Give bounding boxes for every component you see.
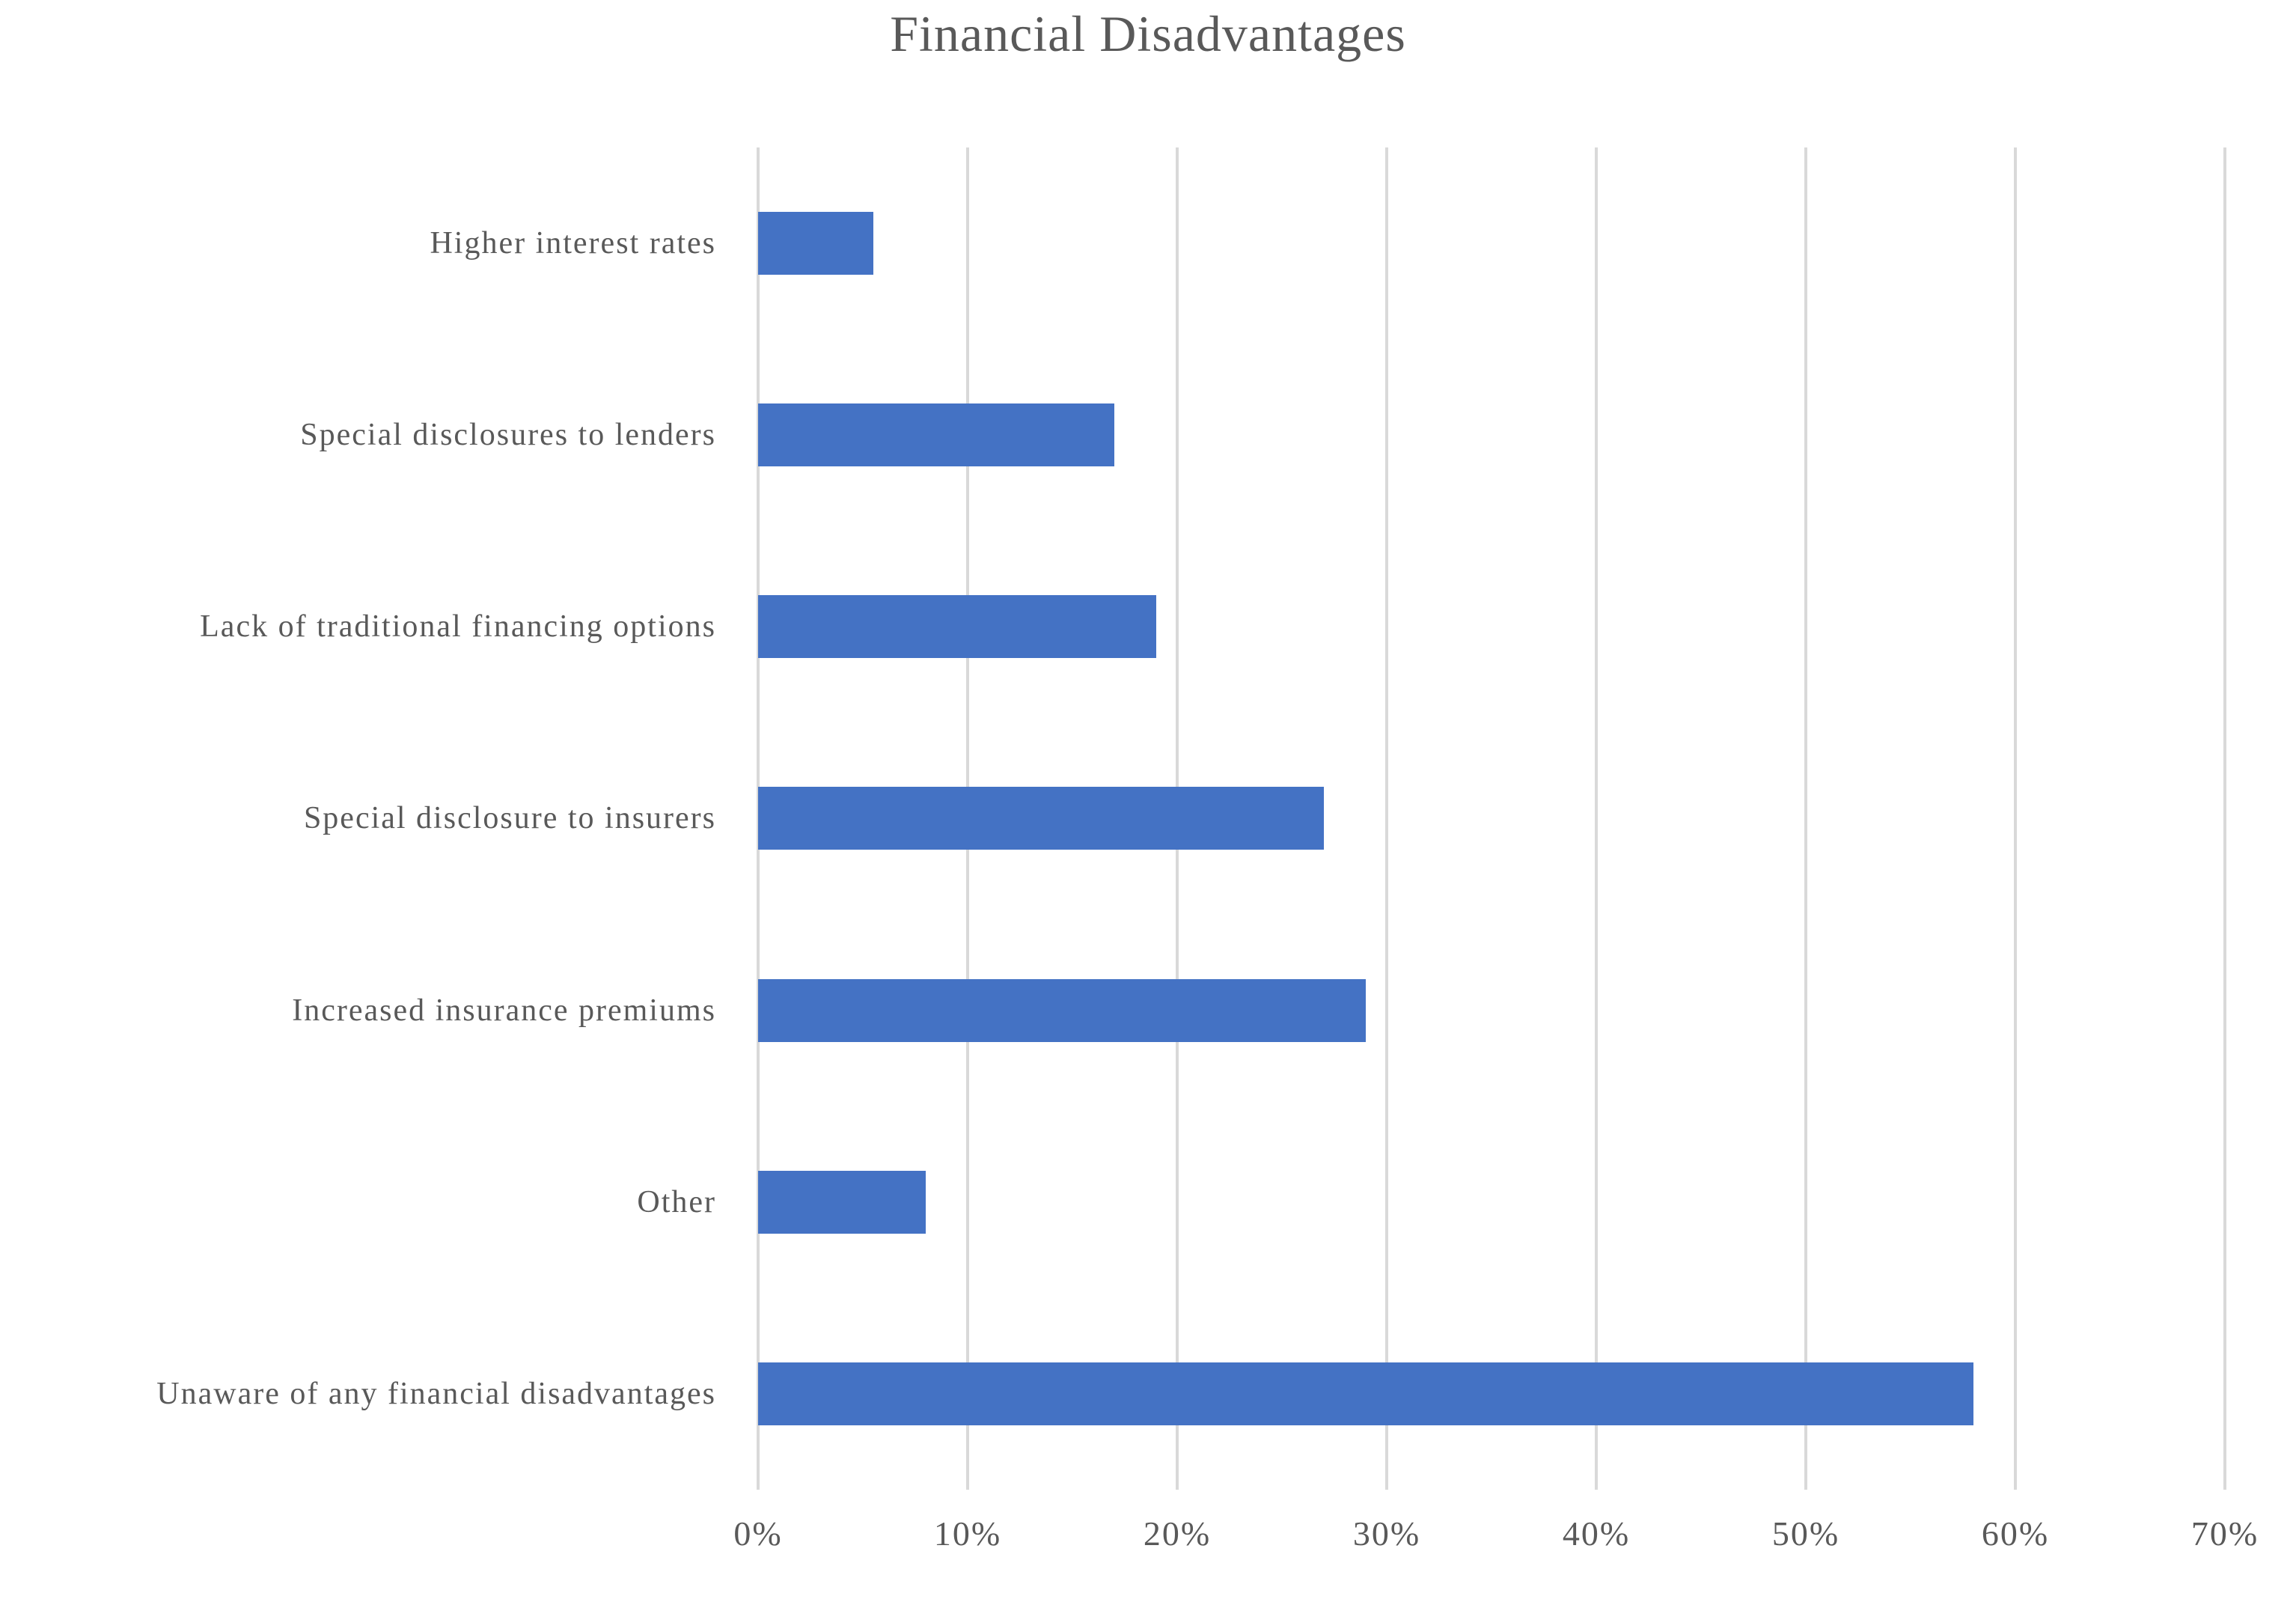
category-label-special-disclosure-to-insurers: Special disclosure to insurers bbox=[303, 801, 716, 836]
x-tick-label-70pct: 70% bbox=[2190, 1514, 2259, 1553]
bar-row bbox=[758, 722, 2225, 914]
x-tick-label-50pct: 50% bbox=[1771, 1514, 1840, 1553]
bar-row bbox=[758, 915, 2225, 1106]
category-row: Higher interest rates bbox=[0, 147, 737, 339]
gridline-30pct bbox=[1384, 147, 1388, 1490]
bar-row bbox=[758, 339, 2225, 531]
plot-area bbox=[757, 147, 2226, 1490]
bar-series bbox=[758, 147, 2225, 1490]
bar-unaware-of-any-financial-disadvantages bbox=[758, 1362, 1973, 1425]
x-tick-label-30pct: 30% bbox=[1352, 1514, 1421, 1553]
bar-special-disclosure-to-insurers bbox=[758, 787, 1324, 850]
category-label-other: Other bbox=[637, 1184, 716, 1219]
category-label-higher-interest-rates: Higher interest rates bbox=[430, 226, 716, 261]
category-label-unaware-of-any-financial-disadvantages: Unaware of any financial disadvantages bbox=[156, 1376, 716, 1411]
bar-row bbox=[758, 1298, 2225, 1490]
chart-title: Financial Disadvantages bbox=[890, 5, 1406, 62]
x-tick-label-60pct: 60% bbox=[1981, 1514, 2050, 1553]
bar-lack-of-traditional-financing-options bbox=[758, 595, 1156, 659]
gridline-60pct bbox=[2013, 147, 2017, 1490]
category-axis: Higher interest rates Special disclosure… bbox=[0, 147, 737, 1490]
x-tick-label-40pct: 40% bbox=[1562, 1514, 1631, 1553]
bar-row bbox=[758, 531, 2225, 722]
bar-row bbox=[758, 147, 2225, 339]
x-tick-label-0pct: 0% bbox=[733, 1514, 783, 1553]
bar-increased-insurance-premiums bbox=[758, 978, 1366, 1042]
category-label-lack-of-traditional-financing-options: Lack of traditional financing options bbox=[200, 609, 716, 645]
category-label-special-disclosures-to-lenders: Special disclosures to lenders bbox=[300, 418, 716, 453]
category-row: Unaware of any financial disadvantages bbox=[0, 1298, 737, 1490]
category-label-increased-insurance-premiums: Increased insurance premiums bbox=[292, 993, 716, 1028]
gridline-50pct bbox=[1804, 147, 1807, 1490]
x-axis: 0% 10% 20% 30% 40% 50% 60% 70% bbox=[733, 1514, 2257, 1581]
category-row: Increased insurance premiums bbox=[0, 915, 737, 1106]
category-row: Lack of traditional financing options bbox=[0, 531, 737, 722]
category-row: Other bbox=[0, 1106, 737, 1298]
bar-special-disclosures-to-lenders bbox=[758, 403, 1114, 467]
category-row: Special disclosure to insurers bbox=[0, 722, 737, 914]
bar-row bbox=[758, 1106, 2225, 1298]
bar-higher-interest-rates bbox=[758, 212, 873, 275]
x-tick-label-10pct: 10% bbox=[933, 1514, 1002, 1553]
bar-other bbox=[758, 1170, 926, 1234]
gridline-40pct bbox=[1594, 147, 1598, 1490]
gridline-70pct bbox=[2223, 147, 2226, 1490]
x-tick-label-20pct: 20% bbox=[1143, 1514, 1212, 1553]
category-row: Special disclosures to lenders bbox=[0, 339, 737, 531]
